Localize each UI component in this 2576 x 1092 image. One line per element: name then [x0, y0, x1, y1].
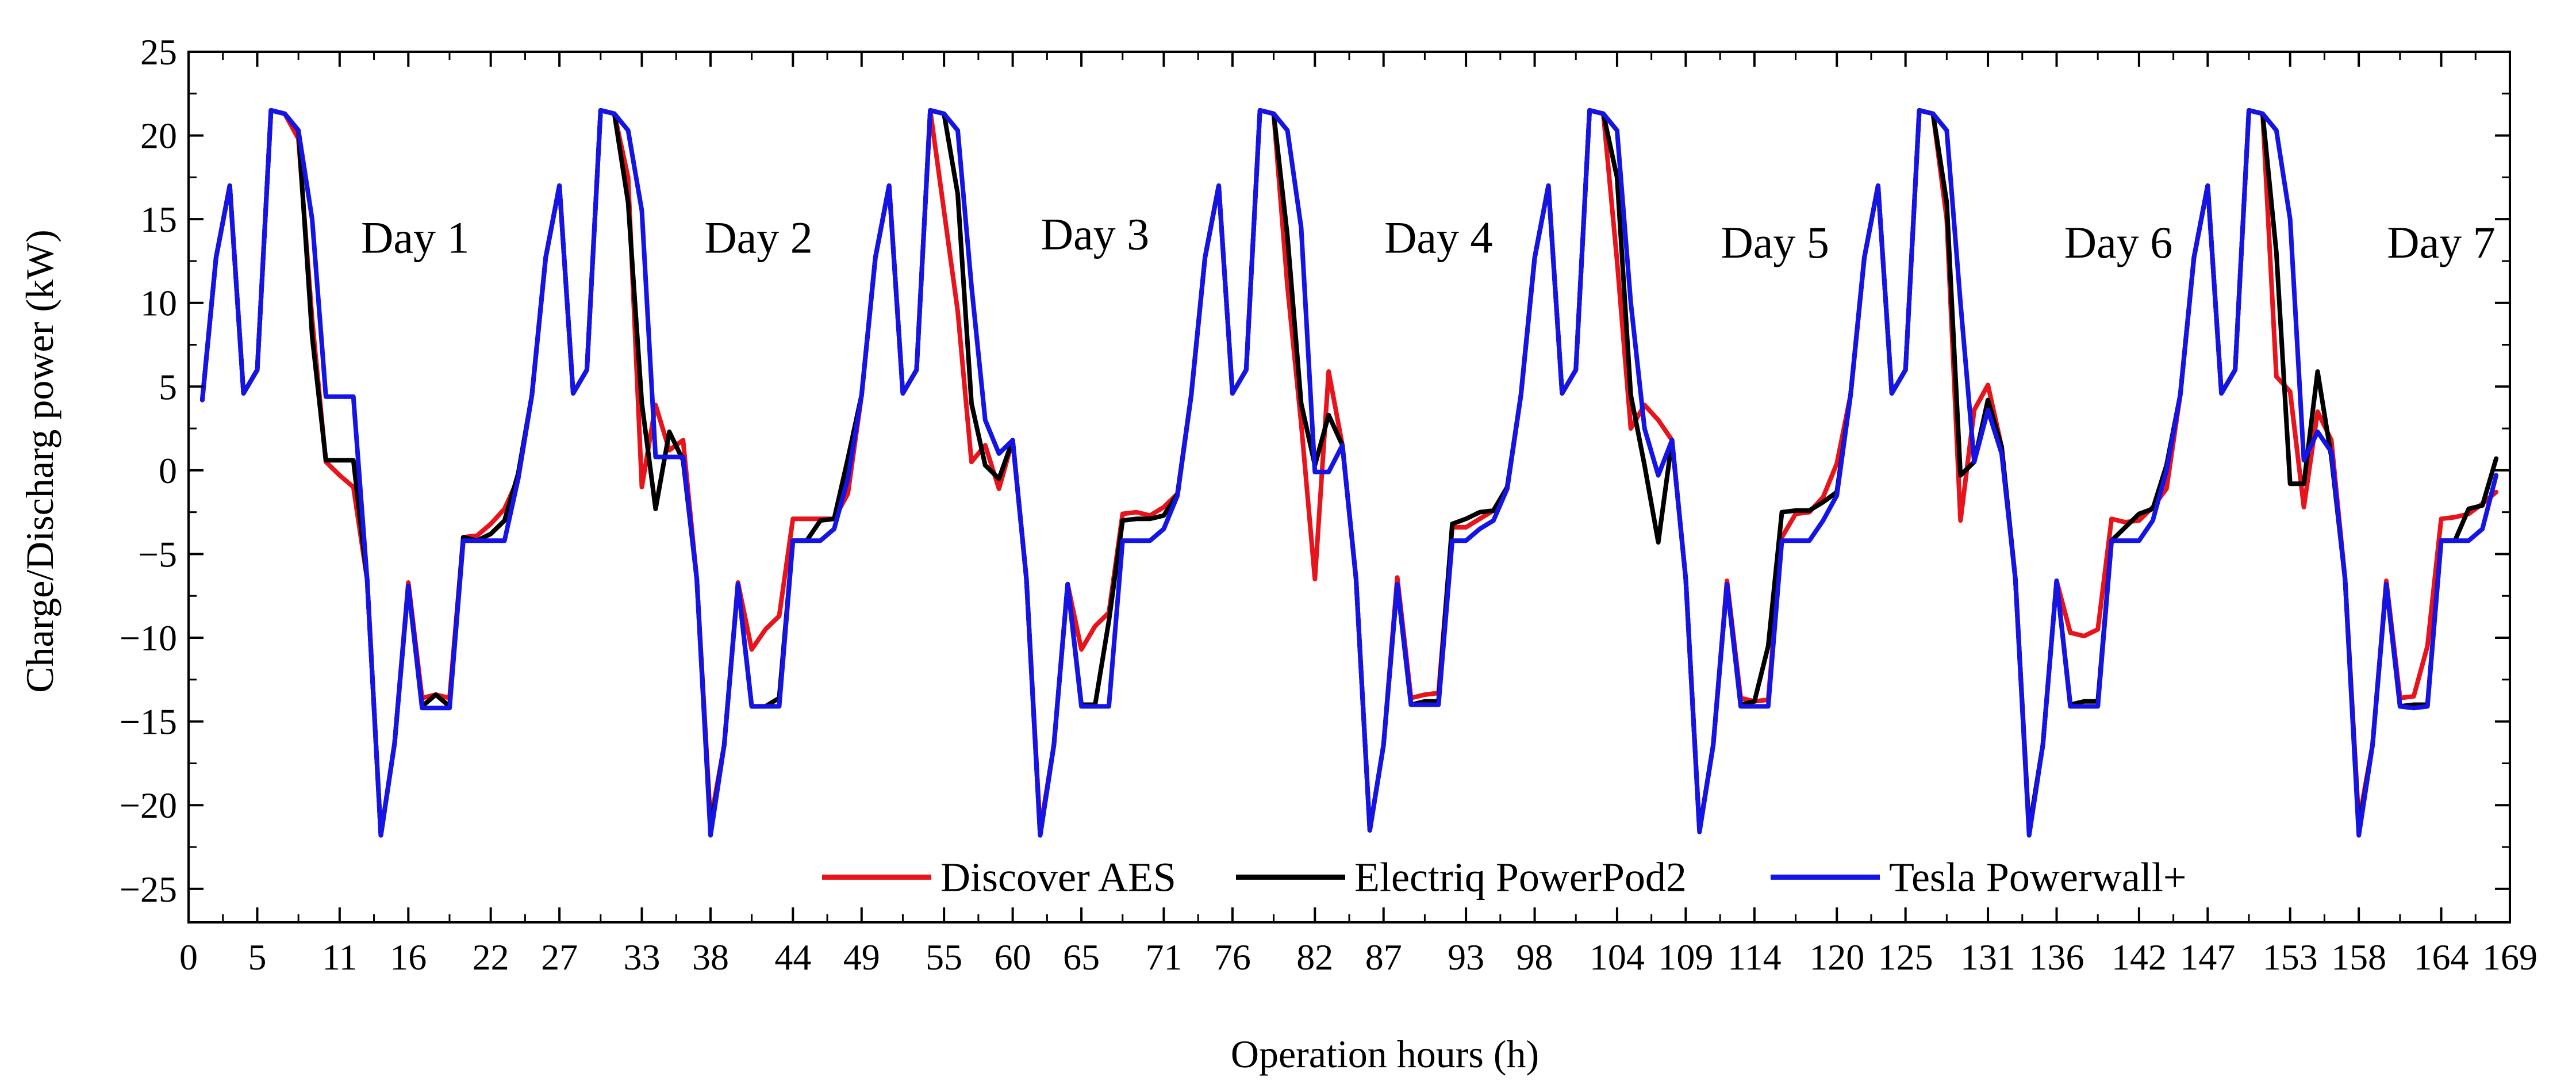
x-tick-label: 71 [1145, 937, 1182, 978]
x-tick-label: 164 [2414, 937, 2469, 978]
x-tick-label: 55 [926, 937, 962, 978]
day-labels: Day 1 Day 2 Day 3 Day 4 Day 5 Day 6 Day 7 [361, 209, 2496, 268]
x-tick-label: 82 [1296, 937, 1333, 978]
x-tick-label: 11 [322, 937, 358, 978]
x-tick-label: 125 [1878, 937, 1933, 978]
x-tick-label: 147 [2180, 937, 2235, 978]
day-label: Day 2 [704, 212, 812, 262]
x-tick-label: 131 [1960, 937, 2016, 978]
x-tick-label: 33 [623, 937, 660, 978]
y-tick-label: 15 [140, 199, 177, 240]
legend-label: Electriq PowerPod2 [1354, 854, 1687, 900]
y-tick-label: 20 [140, 116, 177, 156]
day-label: Day 6 [2064, 217, 2172, 267]
y-tick-label: −5 [138, 534, 177, 574]
x-tick-label: 142 [2112, 937, 2167, 978]
x-tick-label: 22 [473, 937, 509, 978]
x-tick-label: 120 [1809, 937, 1864, 978]
y-tick-label: −15 [120, 702, 177, 742]
legend-box [811, 841, 2225, 909]
x-tick-label: 169 [2482, 937, 2537, 978]
x-tick-label: 65 [1063, 937, 1100, 978]
x-tick-label: 114 [1727, 937, 1782, 978]
legend-label: Tesla Powerwall+ [1889, 854, 2186, 900]
y-tick-label: 5 [159, 366, 177, 407]
x-tick-label: 109 [1658, 937, 1713, 978]
x-tick-label: 158 [2331, 937, 2386, 978]
x-tick-label: 60 [995, 937, 1031, 978]
x-tick-label: 38 [692, 937, 729, 978]
x-tick-label: 5 [248, 937, 266, 978]
legend: Discover AES Electriq PowerPod2 Tesla Powe… [811, 841, 2225, 909]
day-label: Day 5 [1721, 217, 1829, 267]
y-tick-label: 0 [159, 450, 177, 491]
x-tick-label: 93 [1448, 937, 1484, 978]
day-label: Day 7 [2387, 217, 2495, 267]
y-axis-title: Charge/Discharg power (kW) [18, 229, 62, 693]
x-tick-label: 0 [179, 937, 198, 978]
x-tick-label: 153 [2263, 937, 2318, 978]
day-label: Day 1 [361, 212, 469, 262]
y-tick-label: −10 [120, 618, 177, 658]
x-tick-label: 87 [1365, 937, 1402, 978]
x-tick-label: 136 [2029, 937, 2084, 978]
day-label: Day 3 [1041, 209, 1149, 259]
x-axis-title: Operation hours (h) [1231, 1032, 1539, 1076]
y-tick-label: 10 [140, 283, 177, 324]
x-tick-label: 76 [1214, 937, 1251, 978]
x-tick-label: 104 [1590, 937, 1645, 978]
x-tick-label: 27 [541, 937, 578, 978]
legend-label: Discover AES [940, 854, 1176, 900]
series-layer [199, 108, 2499, 838]
x-tick-label: 49 [843, 937, 880, 978]
day-label: Day 4 [1384, 212, 1492, 262]
x-tick-label: 16 [390, 937, 427, 978]
y-tick-label: 25 [140, 32, 177, 72]
y-tick-label: −20 [120, 785, 177, 826]
y-tick-label: −25 [120, 869, 177, 910]
series-line-tesla-powerwall- [199, 108, 2499, 838]
x-tick-label: 98 [1517, 937, 1553, 978]
x-tick-label: 44 [774, 937, 811, 978]
